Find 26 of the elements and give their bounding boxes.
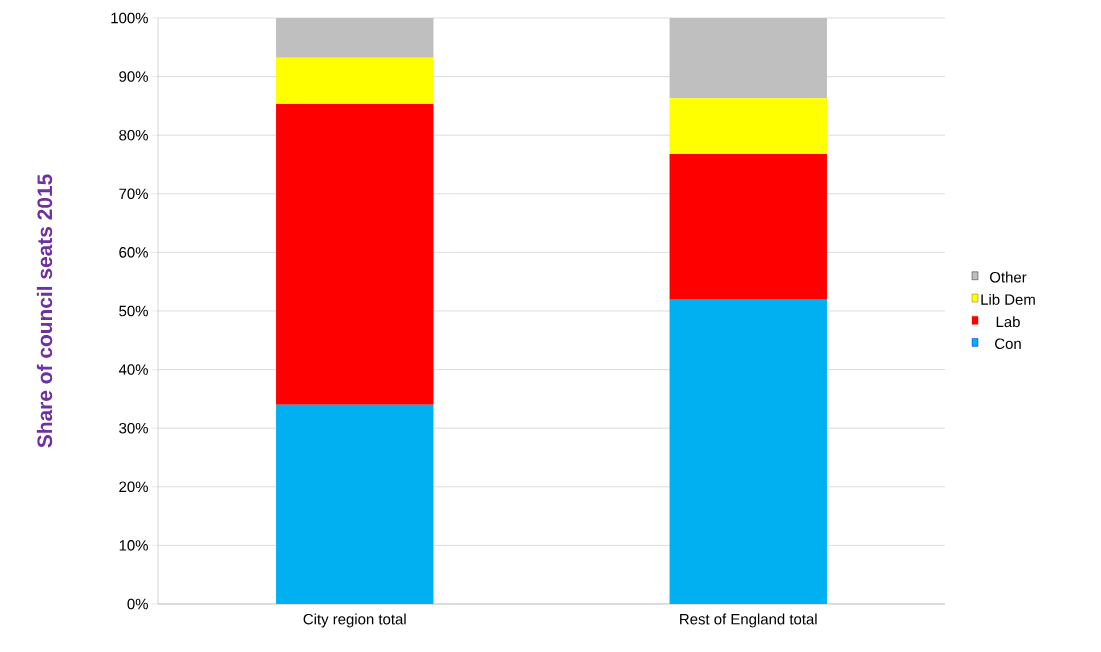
y-tick-label: 70% — [119, 188, 148, 200]
y-tick-label: 50% — [119, 305, 148, 317]
bar — [276, 57, 434, 105]
bar — [669, 98, 827, 154]
bar — [276, 104, 434, 405]
bar — [669, 153, 827, 300]
legend-label: Lab — [996, 316, 1020, 328]
y-tick-label: 10% — [119, 540, 148, 551]
y-tick-label: 40% — [118, 364, 148, 375]
y-tick-label: 90% — [119, 71, 148, 82]
legend-label: Lib Dem — [981, 293, 1035, 305]
y-tick-label: 80% — [119, 129, 148, 141]
x-tick-label: City region total — [303, 613, 406, 628]
bar — [669, 17, 827, 99]
x-tick-label: Rest of England total — [680, 613, 817, 628]
legend-label: Con — [995, 338, 1021, 350]
y-tick-label: 30% — [119, 422, 148, 434]
y-axis-title: Share of council seats 2015 — [36, 174, 53, 448]
y-tick-label: 100% — [111, 12, 148, 24]
bar — [276, 404, 434, 604]
y-tick-label: 60% — [119, 247, 148, 258]
y-tick-label: 20% — [119, 481, 148, 493]
bar — [669, 299, 827, 604]
legend-label: Other — [990, 271, 1027, 283]
bar — [276, 17, 434, 58]
y-tick-label: 0% — [127, 598, 148, 610]
